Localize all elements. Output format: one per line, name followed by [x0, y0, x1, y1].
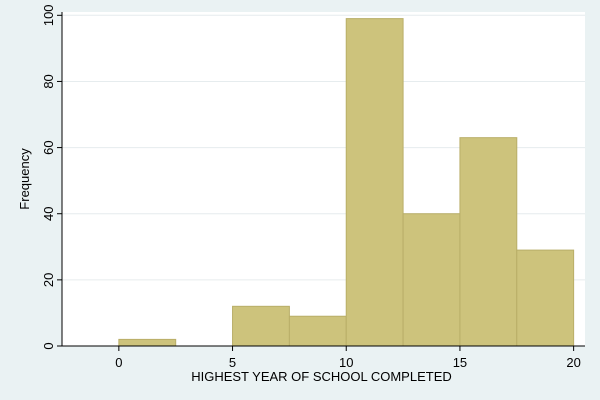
x-tick-label-10: 10	[339, 355, 353, 370]
histogram-bar-6	[516, 249, 575, 347]
histogram-bar-3	[345, 18, 404, 347]
x-tick-label-20: 20	[566, 355, 580, 370]
histogram-bar-2	[288, 315, 347, 347]
bars	[118, 18, 575, 347]
y-tick-label-20: 20	[41, 273, 56, 287]
histogram-bar-4	[402, 213, 461, 347]
y-tick-label-100: 100	[41, 4, 56, 26]
y-tick-label-60: 60	[41, 140, 56, 154]
x-axis-title: HIGHEST YEAR OF SCHOOL COMPLETED	[191, 369, 452, 384]
axes: 0 20 40 60 80 100 0 5 10 15 20	[41, 4, 585, 370]
x-tick-label-15: 15	[453, 355, 467, 370]
histogram-bar-5	[459, 137, 518, 347]
y-tick-label-80: 80	[41, 74, 56, 88]
histogram-bar-1	[232, 305, 290, 347]
x-tick-label-5: 5	[229, 355, 236, 370]
y-axis-title: Frequency	[17, 148, 32, 210]
y-tick-label-40: 40	[41, 206, 56, 220]
y-tick-label-0: 0	[41, 342, 56, 349]
x-tick-label-0: 0	[115, 355, 122, 370]
histogram-bar-0	[118, 338, 177, 347]
